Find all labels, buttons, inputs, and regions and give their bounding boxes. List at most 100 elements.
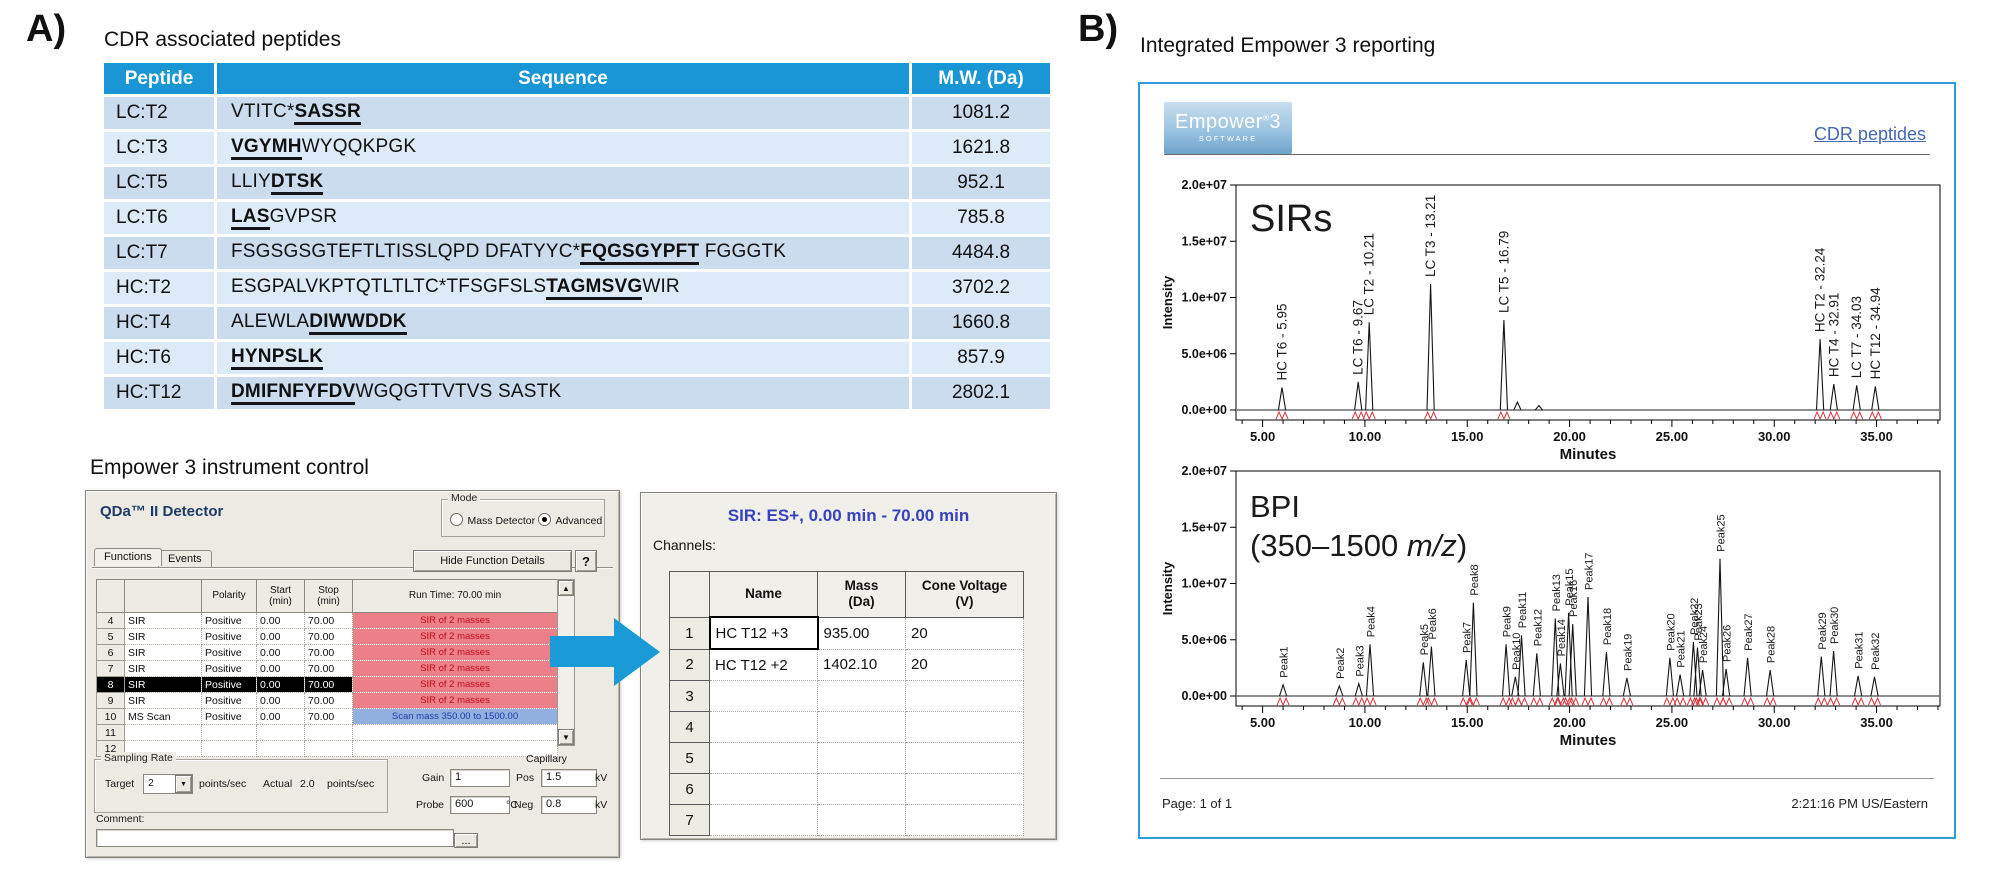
channel-mass-cell[interactable] bbox=[817, 773, 906, 805]
function-cell-name[interactable]: SIR bbox=[124, 660, 202, 677]
function-cell-num[interactable]: 10 bbox=[96, 708, 125, 725]
function-cell-stop[interactable] bbox=[304, 740, 353, 757]
function-cell-name[interactable] bbox=[124, 724, 202, 741]
channel-mass-cell[interactable] bbox=[817, 711, 906, 743]
gain-field[interactable]: 1 bbox=[450, 769, 510, 787]
function-cell-det[interactable]: SIR of 2 masses bbox=[352, 644, 558, 661]
function-row[interactable]: 5 SIR Positive 0.00 70.00 SIR of 2 masses bbox=[96, 628, 558, 645]
channel-cone-voltage-cell[interactable]: 20 bbox=[905, 649, 1024, 681]
channel-name-cell[interactable]: HC T12 +3 bbox=[708, 616, 819, 650]
function-row[interactable]: 7 SIR Positive 0.00 70.00 SIR of 2 masses bbox=[96, 660, 558, 677]
function-cell-name[interactable]: SIR bbox=[124, 676, 202, 693]
function-cell-pol[interactable]: Positive bbox=[201, 628, 257, 645]
radio-selected-icon[interactable] bbox=[538, 513, 551, 526]
channel-name-cell[interactable] bbox=[709, 680, 818, 712]
channel-row[interactable]: 2 HC T12 +2 1402.10 20 bbox=[669, 648, 1024, 681]
advanced-radio[interactable]: Advanced bbox=[538, 511, 602, 529]
function-cell-num[interactable]: 5 bbox=[96, 628, 125, 645]
function-cell-det[interactable]: SIR of 2 masses bbox=[352, 692, 558, 709]
target-combobox[interactable]: 2 ▼ bbox=[143, 774, 193, 794]
channel-name-cell[interactable]: HC T12 +2 bbox=[709, 649, 818, 681]
channel-row[interactable]: 7 bbox=[669, 804, 1024, 836]
scroll-down-icon[interactable]: ▼ bbox=[558, 729, 574, 745]
function-row[interactable]: 4 SIR Positive 0.00 70.00 SIR of 2 masses bbox=[96, 612, 558, 629]
function-cell-det[interactable] bbox=[352, 740, 558, 757]
function-cell-name[interactable]: MS Scan bbox=[124, 708, 202, 725]
browse-button[interactable]: ... bbox=[454, 833, 478, 848]
combobox-dropdown-icon[interactable]: ▼ bbox=[175, 775, 192, 793]
tab-events[interactable]: Events bbox=[158, 550, 212, 568]
mass-detector-radio[interactable]: Mass Detector bbox=[450, 511, 535, 529]
function-cell-num[interactable]: 8 bbox=[96, 676, 125, 693]
function-cell-pol[interactable]: Positive bbox=[201, 644, 257, 661]
function-row[interactable]: 11 bbox=[96, 724, 558, 741]
function-cell-start[interactable]: 0.00 bbox=[256, 660, 305, 677]
function-cell-start[interactable] bbox=[256, 724, 305, 741]
channel-row[interactable]: 4 bbox=[669, 711, 1024, 743]
channel-number[interactable]: 7 bbox=[669, 804, 710, 836]
cdr-peptides-link[interactable]: CDR peptides bbox=[1813, 124, 1926, 144]
function-cell-pol[interactable]: Positive bbox=[201, 708, 257, 725]
channel-number[interactable]: 1 bbox=[669, 616, 710, 650]
function-cell-pol[interactable]: Positive bbox=[201, 692, 257, 709]
channel-cone-voltage-cell[interactable] bbox=[905, 680, 1024, 712]
function-cell-start[interactable]: 0.00 bbox=[256, 676, 305, 693]
channel-mass-cell[interactable]: 1402.10 bbox=[817, 649, 906, 681]
channel-mass-cell[interactable] bbox=[817, 680, 906, 712]
function-cell-det[interactable]: SIR of 2 masses bbox=[352, 660, 558, 677]
channel-cone-voltage-cell[interactable] bbox=[905, 804, 1024, 836]
pos-field[interactable]: 1.5 bbox=[541, 769, 597, 787]
function-row[interactable]: 10 MS Scan Positive 0.00 70.00 Scan mass 350.… bbox=[96, 708, 558, 725]
help-button[interactable]: ? bbox=[575, 550, 597, 572]
function-cell-stop[interactable]: 70.00 bbox=[304, 692, 353, 709]
function-cell-det[interactable]: SIR of 2 masses bbox=[352, 612, 558, 629]
function-cell-start[interactable]: 0.00 bbox=[256, 628, 305, 645]
channel-number[interactable]: 2 bbox=[669, 648, 710, 681]
channel-mass-cell[interactable]: 935.00 bbox=[817, 617, 906, 650]
function-cell-num[interactable]: 11 bbox=[96, 724, 125, 741]
function-cell-name[interactable]: SIR bbox=[124, 612, 202, 629]
function-cell-start[interactable]: 0.00 bbox=[256, 708, 305, 725]
comment-field[interactable] bbox=[96, 829, 454, 847]
channel-mass-cell[interactable] bbox=[817, 742, 906, 774]
channel-row[interactable]: 3 bbox=[669, 680, 1024, 712]
function-cell-num[interactable]: 6 bbox=[96, 644, 125, 661]
function-cell-pol[interactable] bbox=[201, 724, 257, 741]
function-row[interactable]: 6 SIR Positive 0.00 70.00 SIR of 2 masses bbox=[96, 644, 558, 661]
channel-cone-voltage-cell[interactable] bbox=[905, 711, 1024, 743]
function-cell-num[interactable]: 9 bbox=[96, 692, 125, 709]
channel-number[interactable]: 4 bbox=[669, 711, 710, 743]
channel-row[interactable]: 1 HC T12 +3 935.00 20 bbox=[669, 616, 1024, 650]
function-cell-stop[interactable] bbox=[304, 724, 353, 741]
function-cell-stop[interactable]: 70.00 bbox=[304, 708, 353, 725]
neg-field[interactable]: 0.8 bbox=[541, 796, 597, 814]
function-cell-pol[interactable]: Positive bbox=[201, 660, 257, 677]
channel-row[interactable]: 6 bbox=[669, 773, 1024, 805]
function-cell-pol[interactable] bbox=[201, 740, 257, 757]
channel-name-cell[interactable] bbox=[709, 804, 818, 836]
channel-mass-cell[interactable] bbox=[817, 804, 906, 836]
function-cell-det[interactable]: SIR of 2 masses bbox=[352, 628, 558, 645]
channel-row[interactable]: 5 bbox=[669, 742, 1024, 774]
function-row[interactable]: 8 SIR Positive 0.00 70.00 SIR of 2 masses bbox=[96, 676, 558, 693]
function-cell-start[interactable]: 0.00 bbox=[256, 692, 305, 709]
channel-cone-voltage-cell[interactable]: 20 bbox=[905, 617, 1024, 650]
function-cell-start[interactable]: 0.00 bbox=[256, 644, 305, 661]
scroll-up-icon[interactable]: ▲ bbox=[558, 580, 574, 596]
function-row[interactable]: 9 SIR Positive 0.00 70.00 SIR of 2 masses bbox=[96, 692, 558, 709]
radio-icon[interactable] bbox=[450, 513, 463, 526]
channel-number[interactable]: 6 bbox=[669, 773, 710, 805]
function-cell-det[interactable]: SIR of 2 masses bbox=[352, 676, 558, 693]
function-cell-stop[interactable]: 70.00 bbox=[304, 660, 353, 677]
channel-number[interactable]: 3 bbox=[669, 680, 710, 712]
channel-name-cell[interactable] bbox=[709, 773, 818, 805]
function-cell-stop[interactable]: 70.00 bbox=[304, 676, 353, 693]
function-cell-start[interactable] bbox=[256, 740, 305, 757]
function-cell-num[interactable]: 4 bbox=[96, 612, 125, 629]
channel-cone-voltage-cell[interactable] bbox=[905, 773, 1024, 805]
function-cell-pol[interactable]: Positive bbox=[201, 676, 257, 693]
function-cell-name[interactable]: SIR bbox=[124, 644, 202, 661]
channel-name-cell[interactable] bbox=[709, 711, 818, 743]
function-cell-det[interactable] bbox=[352, 724, 558, 741]
function-cell-name[interactable]: SIR bbox=[124, 692, 202, 709]
